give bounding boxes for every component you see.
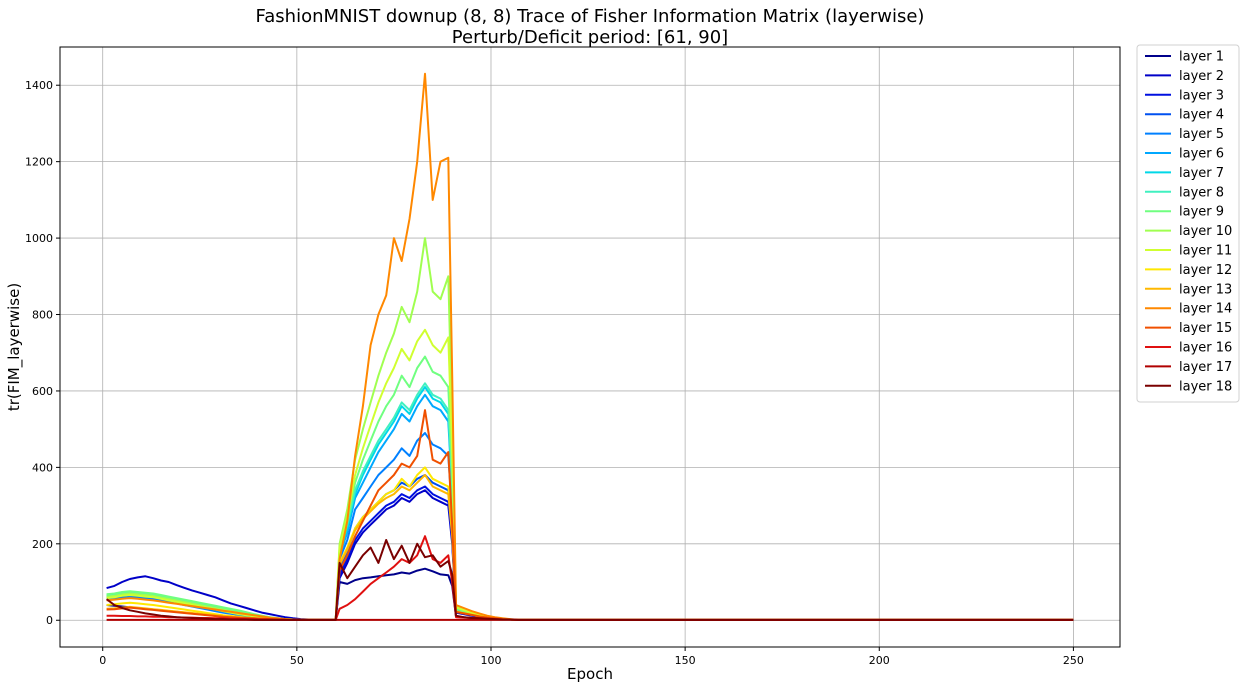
chart-subtitle: Perturb/Deficit period: [61, 90] <box>452 27 728 48</box>
plot-area-frame <box>59 46 1121 648</box>
y-tick-label: 800 <box>32 309 53 322</box>
series-line-13 <box>106 474 1074 621</box>
series-line-10 <box>106 237 1074 621</box>
series-line-7 <box>106 386 1074 621</box>
legend-entry: layer 18 <box>1179 379 1232 394</box>
plot-lines <box>106 72 1074 621</box>
legend-entry: layer 10 <box>1179 224 1232 239</box>
y-tick-label: 200 <box>32 538 53 551</box>
axis-ticks: 0 50 100 150 200 250 0 200 400 600 800 1000 1200 1400 <box>25 79 1084 667</box>
legend-entry: layer 9 <box>1179 205 1224 220</box>
y-tick-label: 400 <box>32 461 53 474</box>
chart-title: FashionMNIST downup (8, 8) Trace of Fish… <box>256 6 925 27</box>
legend-entry: layer 7 <box>1179 166 1224 181</box>
legend: layer 1 layer 2 layer 3 layer 4 layer 5 layer… <box>1136 44 1240 403</box>
legend-entry: layer 2 <box>1179 69 1224 84</box>
legend-entry: layer 16 <box>1179 341 1232 356</box>
series-line-6 <box>106 393 1074 621</box>
y-tick-label: 1400 <box>25 79 53 92</box>
y-tick-label: 1000 <box>25 232 53 245</box>
legend-entry: layer 3 <box>1179 88 1224 103</box>
legend-entry: layer 17 <box>1179 360 1232 375</box>
series-line-9 <box>106 355 1074 621</box>
y-tick-label: 1200 <box>25 156 53 169</box>
legend-entry: layer 11 <box>1179 244 1232 259</box>
series-line-18 <box>106 539 1074 621</box>
legend-entry: layer 15 <box>1179 321 1232 336</box>
series-line-8 <box>106 382 1074 621</box>
x-tick-label: 150 <box>675 654 696 667</box>
series-line-2 <box>106 489 1074 621</box>
legend-entry: layer 13 <box>1179 282 1232 297</box>
legend-entry: layer 4 <box>1179 108 1224 123</box>
series-line-16 <box>106 535 1074 621</box>
legend-entry: layer 12 <box>1179 263 1232 278</box>
legend-entry: layer 6 <box>1179 147 1224 162</box>
legend-entry: layer 5 <box>1179 127 1224 142</box>
grid <box>60 47 1120 647</box>
series-line-15 <box>106 409 1074 621</box>
x-tick-label: 50 <box>290 654 304 667</box>
x-tick-label: 100 <box>480 654 501 667</box>
y-axis-label: tr(FIM_layerwise) <box>5 283 24 411</box>
x-tick-label: 200 <box>869 654 890 667</box>
series-line-11 <box>106 328 1074 621</box>
legend-entry: layer 8 <box>1179 185 1224 200</box>
y-tick-label: 600 <box>32 385 53 398</box>
x-axis-label: Epoch <box>567 665 613 683</box>
x-tick-label: 250 <box>1063 654 1084 667</box>
series-line-14 <box>106 72 1074 621</box>
series-line-1 <box>106 567 1074 621</box>
series-line-3 <box>106 485 1074 621</box>
series-line-5 <box>106 432 1074 621</box>
x-tick-label: 0 <box>99 654 106 667</box>
legend-entry: layer 14 <box>1179 302 1232 317</box>
legend-entry: layer 1 <box>1179 50 1224 65</box>
series-line-4 <box>106 474 1074 621</box>
y-tick-label: 0 <box>46 614 53 627</box>
